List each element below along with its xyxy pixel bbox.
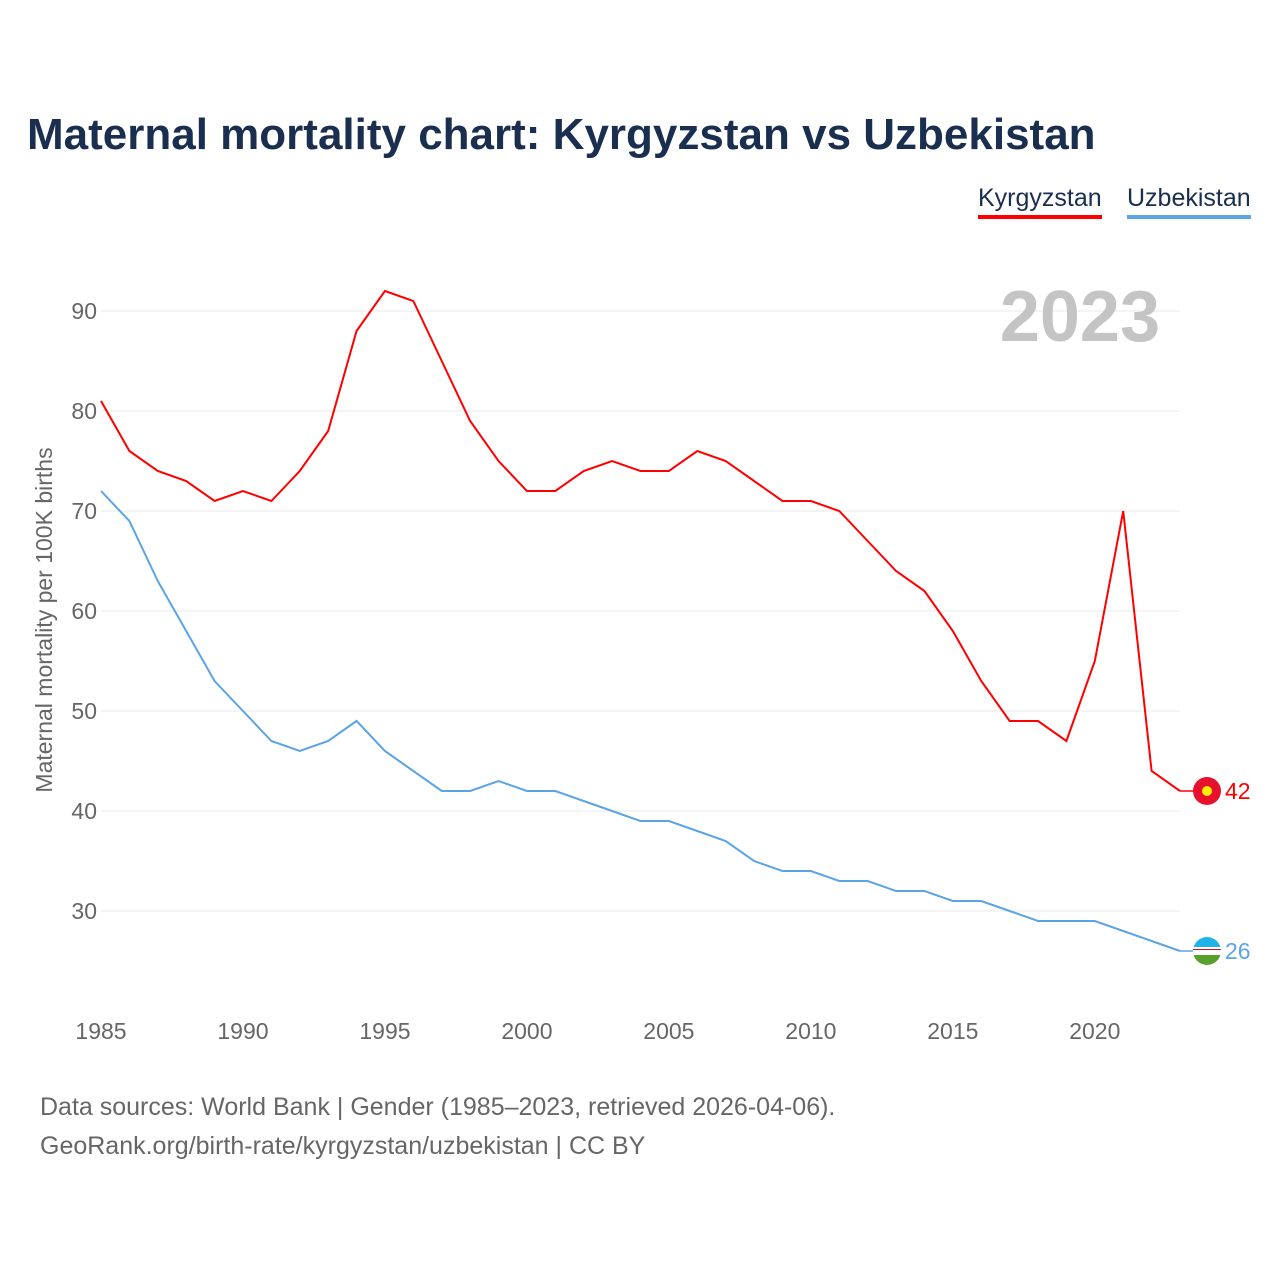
y-tick-label: 90 [71,298,97,324]
legend-kyrgyzstan[interactable]: Kyrgyzstan [978,184,1102,219]
y-tick-label: 50 [71,698,97,724]
series-line-kyrgyzstan [100,289,1181,792]
x-tick-label: 1995 [359,1018,410,1044]
y-tick-label: 60 [71,598,97,624]
x-tick-label: 2010 [785,1018,836,1044]
x-tick-label: 2000 [501,1018,552,1044]
uzbekistan-flag-icon [1193,937,1221,965]
y-tick-label: 80 [71,398,97,424]
x-tick-label: 2015 [927,1018,978,1044]
series-line-uzbekistan [100,490,1181,952]
kyrgyzstan-flag-icon [1193,777,1221,805]
y-axis-label: Maternal mortality per 100K births [31,447,57,792]
source-note: Data sources: World Bank | Gender (1985–… [40,1088,835,1166]
end-value-label: 42 [1225,778,1251,804]
end-value-label: 26 [1225,938,1251,964]
chart-title: Maternal mortality chart: Kyrgyzstan vs … [27,110,1096,159]
y-tick-label: 70 [71,498,97,524]
source-line-2: GeoRank.org/birth-rate/kyrgyzstan/uzbeki… [40,1132,646,1160]
legend-uzbekistan[interactable]: Uzbekistan [1127,184,1251,219]
year-label: 2023 [1000,277,1160,357]
x-tick-label: 2005 [643,1018,694,1044]
source-line-1: Data sources: World Bank | Gender (1985–… [40,1093,836,1121]
x-tick-label: 1990 [217,1018,268,1044]
x-tick-label: 1985 [75,1018,126,1044]
y-tick-label: 40 [71,798,97,824]
x-tick-label: 2020 [1069,1018,1120,1044]
y-tick-label: 30 [71,898,97,924]
